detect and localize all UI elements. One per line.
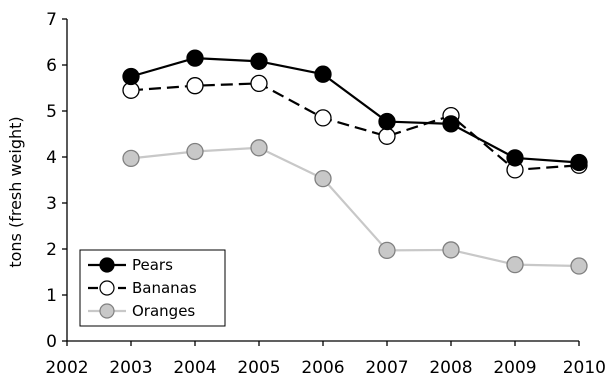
- x-tick-label: 2008: [429, 358, 472, 378]
- y-tick-label: 7: [46, 10, 57, 30]
- x-tick-label: 2003: [109, 358, 152, 378]
- data-point-pears: [314, 65, 332, 83]
- data-point-oranges: [442, 241, 460, 259]
- legend-label-bananas: Bananas: [132, 279, 197, 297]
- y-tick-label: 6: [46, 56, 57, 76]
- x-tick-label: 2006: [301, 358, 344, 378]
- y-tick-label: 5: [46, 102, 57, 122]
- x-tick-label: 2010: [563, 358, 606, 378]
- x-tick-label: 2005: [237, 358, 280, 378]
- data-point-bananas: [314, 109, 332, 127]
- x-tick-label: 2009: [493, 358, 536, 378]
- y-axis-ticks: 0 1 2 3 4 5 6 7: [46, 10, 67, 352]
- data-point-oranges: [186, 142, 204, 161]
- series-pears: [122, 49, 588, 172]
- series-line-pears: [130, 56, 580, 164]
- data-point-bananas: [186, 77, 204, 95]
- legend-marker-pears: [99, 257, 115, 273]
- x-tick-label: 2004: [173, 358, 216, 378]
- data-point-oranges: [314, 169, 332, 188]
- data-point-bananas: [378, 127, 396, 145]
- y-tick-label: 4: [46, 148, 57, 168]
- legend-marker-oranges: [99, 303, 115, 319]
- y-axis-title: tons (fresh weight): [6, 116, 25, 267]
- data-point-oranges: [570, 257, 588, 275]
- data-point-oranges: [250, 139, 268, 157]
- x-axis-ticks: 2002 2003 2004 2005 2006 2007 2008 2009 2010: [45, 341, 606, 378]
- data-point-pears: [570, 153, 588, 172]
- data-point-pears: [506, 149, 524, 167]
- chart-legend: Pears Bananas Oranges: [79, 249, 226, 327]
- data-point-oranges: [122, 149, 140, 168]
- x-tick-label: 2002: [45, 358, 88, 378]
- chart-series: [122, 49, 588, 275]
- legend-label-oranges: Oranges: [132, 302, 195, 320]
- y-tick-label: 0: [46, 332, 57, 352]
- y-tick-label: 2: [46, 240, 57, 260]
- series-line-oranges: [130, 146, 580, 268]
- data-point-pears: [186, 49, 204, 67]
- legend-label-pears: Pears: [132, 256, 173, 274]
- data-point-bananas: [250, 74, 268, 93]
- series-oranges: [122, 139, 588, 275]
- data-point-pears: [250, 52, 268, 70]
- legend-marker-bananas: [99, 280, 115, 296]
- data-point-oranges: [506, 255, 524, 274]
- data-point-oranges: [378, 241, 396, 260]
- x-tick-label: 2007: [365, 358, 408, 378]
- data-point-pears: [122, 67, 140, 86]
- data-point-pears: [378, 112, 396, 131]
- data-point-pears: [442, 115, 460, 133]
- y-tick-label: 1: [46, 286, 57, 306]
- series-line-bananas: [130, 82, 580, 171]
- y-tick-label: 3: [46, 194, 57, 214]
